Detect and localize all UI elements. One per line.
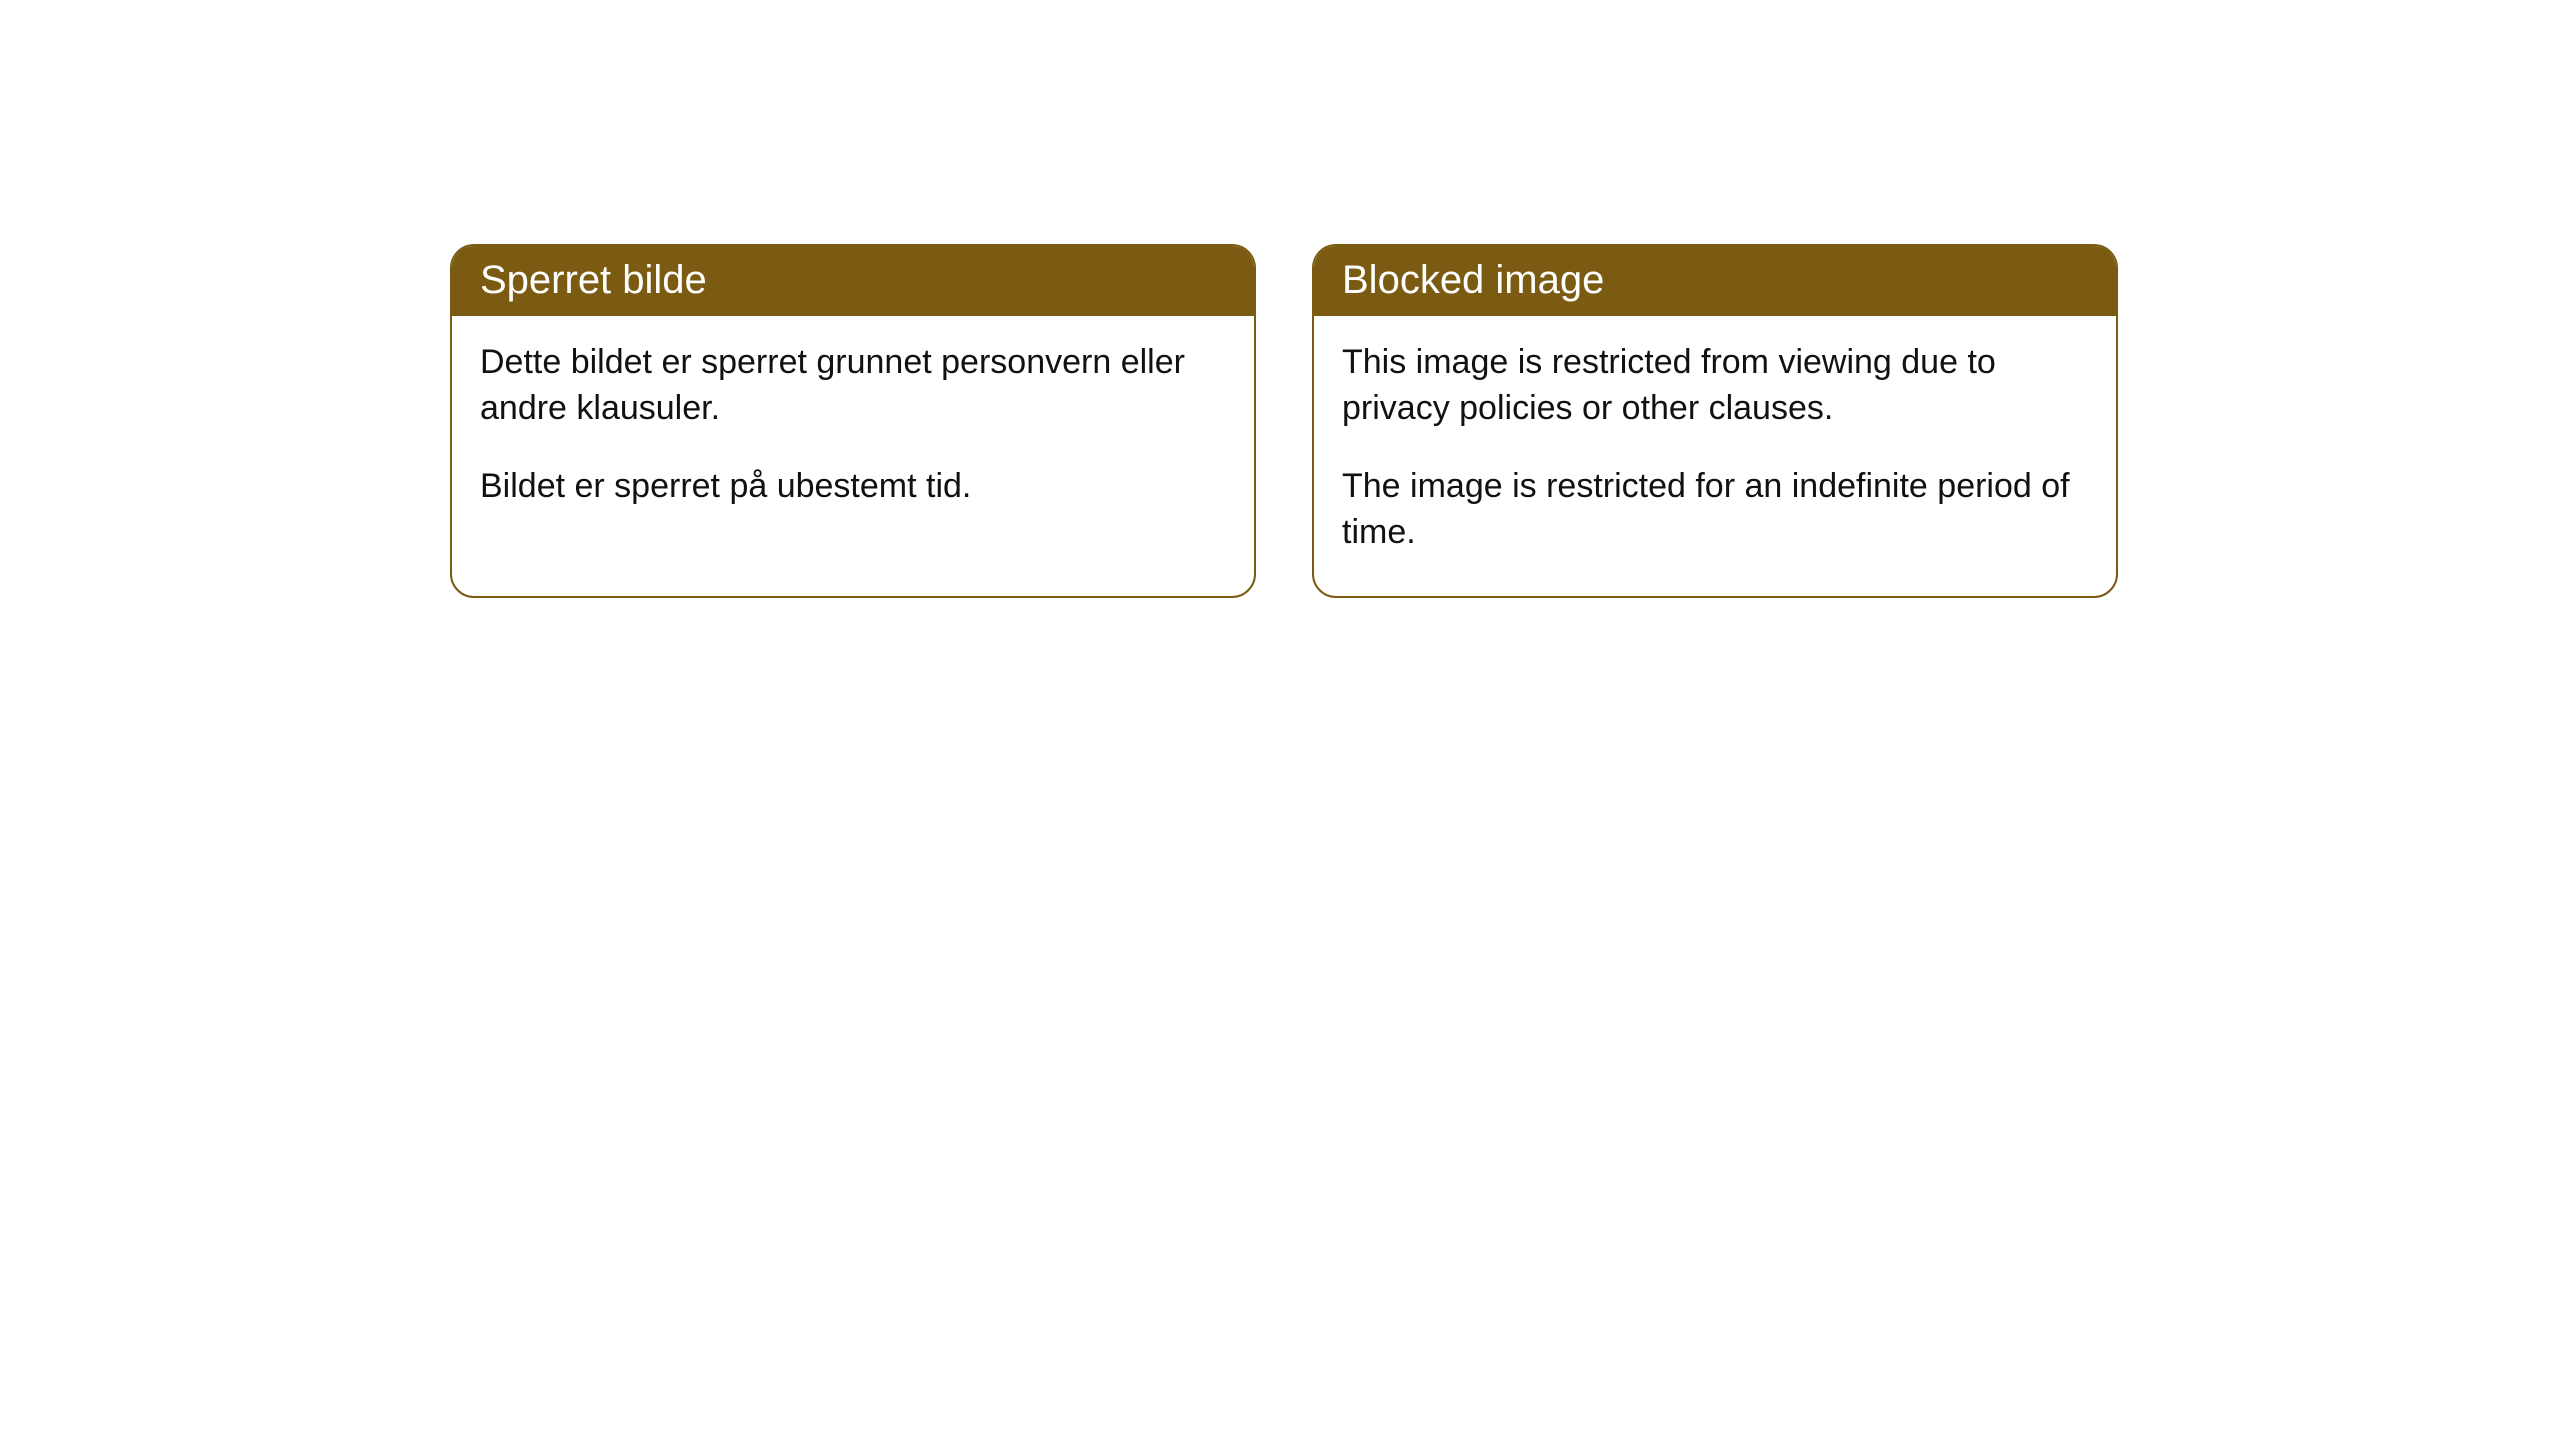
blocked-image-card-no: Sperret bilde Dette bildet er sperret gr… — [450, 244, 1256, 598]
card-paragraph: The image is restricted for an indefinit… — [1342, 464, 2088, 556]
card-paragraph: This image is restricted from viewing du… — [1342, 340, 2088, 432]
card-body-no: Dette bildet er sperret grunnet personve… — [452, 316, 1254, 550]
notice-cards-container: Sperret bilde Dette bildet er sperret gr… — [450, 244, 2118, 598]
card-paragraph: Dette bildet er sperret grunnet personve… — [480, 340, 1226, 432]
card-header-en: Blocked image — [1314, 246, 2116, 316]
card-header-no: Sperret bilde — [452, 246, 1254, 316]
card-body-en: This image is restricted from viewing du… — [1314, 316, 2116, 596]
blocked-image-card-en: Blocked image This image is restricted f… — [1312, 244, 2118, 598]
card-paragraph: Bildet er sperret på ubestemt tid. — [480, 464, 1226, 510]
